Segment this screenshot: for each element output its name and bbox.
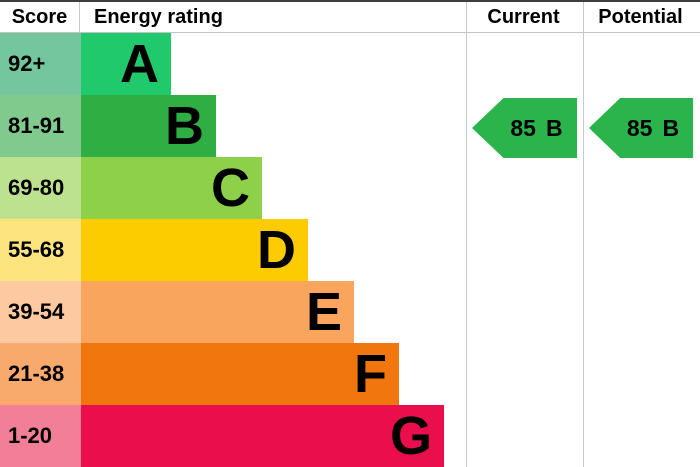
rating-bands: 92+ A 81-91 B 69-80 C 55-68 D 39-54 <box>0 33 466 467</box>
rating-bar-d: D <box>81 219 308 281</box>
band-letter-g: G <box>389 406 432 466</box>
band-letter-b: B <box>165 96 204 156</box>
band-row-e: 39-54 E <box>0 281 466 343</box>
header-score: Score <box>0 2 80 32</box>
band-row-f: 21-38 F <box>0 343 466 405</box>
header-potential: Potential <box>598 5 683 28</box>
band-row-a: 92+ A <box>0 33 466 95</box>
band-row-c: 69-80 C <box>0 157 466 219</box>
band-letter-d: D <box>257 220 296 280</box>
score-cell: 69-80 <box>0 157 81 219</box>
potential-rating-arrow: 85 B <box>589 98 693 158</box>
current-column-divider <box>466 2 467 467</box>
header-energy-rating: Energy rating <box>94 5 223 28</box>
band-letter-f: F <box>354 344 387 404</box>
current-rating-value: 85 <box>510 114 536 141</box>
rating-bar-f: F <box>81 343 399 405</box>
band-letter-c: C <box>211 158 250 218</box>
band-row-d: 55-68 D <box>0 219 466 281</box>
potential-rating-value: 85 <box>626 114 653 141</box>
potential-rating-letter: B <box>662 114 680 141</box>
rating-bar-g: G <box>81 405 444 467</box>
header-row: Score Energy rating Current Potential <box>0 2 700 33</box>
current-rating-letter: B <box>545 114 563 141</box>
rating-bar-a: A <box>81 33 171 95</box>
header-current: Current <box>487 5 560 28</box>
current-rating-arrow: 85 B <box>472 98 577 158</box>
rating-bar-e: E <box>81 281 354 343</box>
score-cell: 55-68 <box>0 219 81 281</box>
score-cell: 1-20 <box>0 405 81 467</box>
band-row-b: 81-91 B <box>0 95 466 157</box>
score-cell: 39-54 <box>0 281 81 343</box>
band-letter-a: A <box>120 34 159 94</box>
rating-bar-b: B <box>81 95 216 157</box>
score-cell: 21-38 <box>0 343 81 405</box>
rating-bar-c: C <box>81 157 262 219</box>
band-row-g: 1-20 G <box>0 405 466 467</box>
score-cell: 81-91 <box>0 95 81 157</box>
band-letter-e: E <box>305 282 342 342</box>
potential-column-divider <box>583 2 584 467</box>
score-cell: 92+ <box>0 33 81 95</box>
